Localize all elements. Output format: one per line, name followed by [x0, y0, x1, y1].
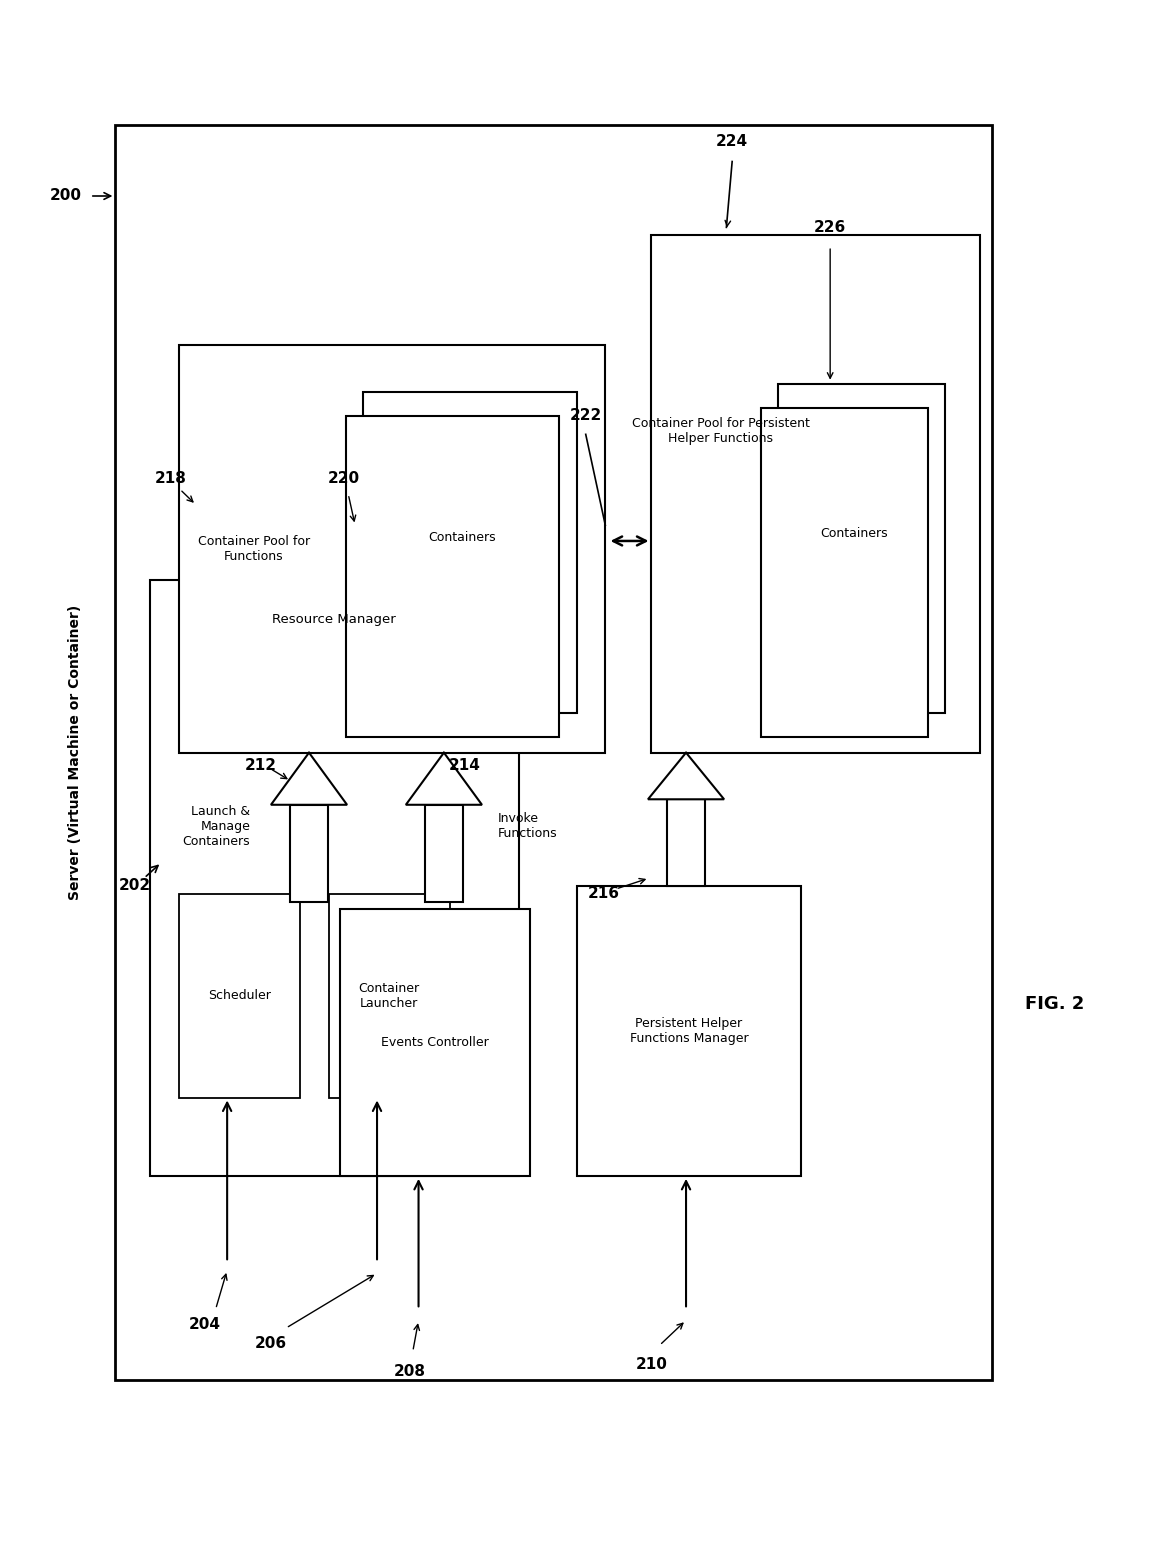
Bar [651, 235, 980, 753]
Text: 212: 212 [244, 757, 277, 773]
Text: 218: 218 [155, 470, 187, 486]
Text: 220: 220 [327, 470, 360, 486]
Bar [179, 345, 605, 753]
Text: 226: 226 [814, 220, 846, 235]
Polygon shape [648, 753, 724, 800]
Text: Scheduler: Scheduler [208, 989, 271, 1002]
Bar [179, 894, 300, 1098]
Text: Container
Launcher: Container Launcher [359, 982, 420, 1010]
Text: 224: 224 [716, 133, 748, 149]
Bar [761, 408, 928, 737]
Bar [778, 384, 945, 713]
Text: 200: 200 [50, 188, 82, 204]
Bar [329, 894, 450, 1098]
Text: Resource Manager: Resource Manager [272, 613, 397, 626]
Text: 222: 222 [570, 408, 602, 423]
Text: FIG. 2: FIG. 2 [1025, 994, 1085, 1013]
Text: Persistent Helper
Functions Manager: Persistent Helper Functions Manager [630, 1018, 748, 1044]
Polygon shape [406, 753, 482, 804]
Text: Events Controller: Events Controller [382, 1036, 489, 1049]
Bar [346, 416, 559, 737]
Text: 202: 202 [119, 878, 151, 894]
Polygon shape [271, 753, 347, 804]
Text: 210: 210 [635, 1356, 668, 1372]
Text: 216: 216 [588, 886, 620, 902]
Bar [340, 909, 530, 1176]
Bar [424, 804, 462, 902]
Text: Container Pool for
Functions: Container Pool for Functions [197, 535, 310, 563]
Text: Invoke
Functions: Invoke Functions [498, 812, 558, 840]
Text: 206: 206 [255, 1336, 287, 1352]
Text: 208: 208 [393, 1364, 425, 1380]
Text: Containers: Containers [428, 530, 496, 544]
Text: 204: 204 [189, 1317, 221, 1333]
Bar [115, 125, 992, 1380]
Text: Containers: Containers [820, 527, 888, 539]
Bar [576, 886, 801, 1176]
Bar [666, 800, 706, 886]
Text: Launch &
Manage
Containers: Launch & Manage Containers [182, 804, 250, 848]
Text: Server (Virtual Machine or Container): Server (Virtual Machine or Container) [68, 605, 82, 900]
Text: 214: 214 [449, 757, 481, 773]
Bar [150, 580, 519, 1176]
Text: Container Pool for Persistent
Helper Functions: Container Pool for Persistent Helper Fun… [632, 417, 809, 445]
Bar [289, 804, 327, 902]
Bar [363, 392, 576, 713]
